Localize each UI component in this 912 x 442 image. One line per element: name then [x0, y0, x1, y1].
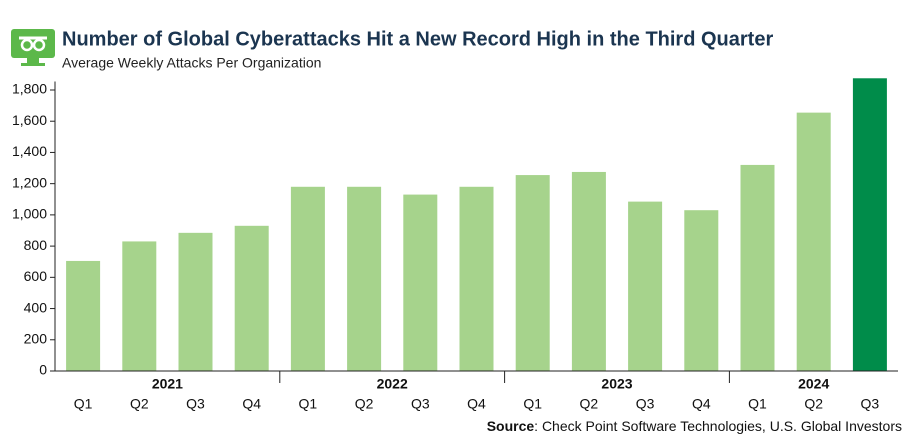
bar	[740, 164, 775, 371]
chart-title: Number of Global Cyberattacks Hit a New …	[62, 28, 773, 50]
y-tick-label: 0	[39, 362, 47, 378]
bar	[796, 112, 831, 371]
bar	[178, 232, 213, 371]
bar	[852, 78, 887, 372]
bar	[122, 241, 157, 371]
x-tick-label: Q4	[467, 396, 486, 412]
y-tick-label: 200	[24, 330, 48, 346]
x-tick-label: Q2	[355, 396, 374, 412]
x-tick-label: Q4	[242, 396, 261, 412]
x-tick-label: Q2	[580, 396, 599, 412]
x-tick-label: Q1	[523, 396, 542, 412]
bar	[571, 171, 606, 371]
x-tick-label: Q3	[861, 396, 880, 412]
bar	[684, 210, 719, 371]
x-tick-label: Q1	[299, 396, 318, 412]
bar	[66, 260, 101, 371]
y-tick-label: 1,200	[12, 174, 47, 190]
bar	[515, 175, 550, 371]
source: Source: Check Point Software Technologie…	[487, 418, 902, 434]
bar	[628, 201, 663, 371]
x-tick-label: Q1	[748, 396, 767, 412]
x-tick-label: Q3	[411, 396, 430, 412]
source-label: Source	[487, 418, 535, 434]
bar	[290, 186, 325, 371]
year-label: 2022	[377, 376, 408, 392]
x-tick-label: Q2	[130, 396, 149, 412]
x-tick-label: Q3	[186, 396, 205, 412]
y-tick-label: 1,000	[12, 206, 47, 222]
year-label: 2021	[152, 376, 183, 392]
y-tick-label: 1,400	[12, 143, 47, 159]
bar	[403, 194, 438, 371]
bar	[234, 225, 269, 371]
y-tick-label: 400	[24, 299, 48, 315]
bar	[347, 186, 382, 371]
y-tick-label: 1,600	[12, 112, 47, 128]
x-tick-label: Q1	[74, 396, 93, 412]
chart-subtitle: Average Weekly Attacks Per Organization	[62, 55, 321, 71]
year-label: 2023	[601, 376, 632, 392]
y-tick-label: 1,800	[12, 81, 47, 97]
x-tick-label: Q3	[636, 396, 655, 412]
year-label: 2024	[798, 376, 829, 392]
y-tick-label: 800	[24, 237, 48, 253]
x-tick-label: Q2	[804, 396, 823, 412]
y-tick-label: 600	[24, 268, 48, 284]
bar	[459, 186, 494, 371]
source-text: : Check Point Software Technologies, U.S…	[534, 418, 902, 434]
logo-icon	[11, 29, 55, 66]
x-tick-label: Q4	[692, 396, 711, 412]
